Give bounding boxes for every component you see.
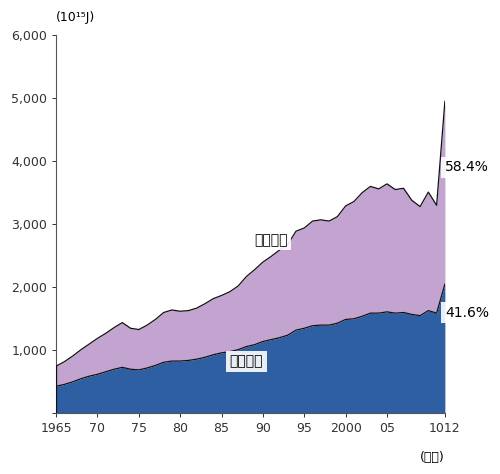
Text: (10¹⁵J): (10¹⁵J) xyxy=(56,11,96,24)
Text: (年度): (年度) xyxy=(420,451,445,464)
Text: 41.6%: 41.6% xyxy=(445,306,489,319)
Text: 家庭部門: 家庭部門 xyxy=(230,355,263,369)
Text: 58.4%: 58.4% xyxy=(445,161,489,174)
Text: 業務部門: 業務部門 xyxy=(254,233,288,247)
